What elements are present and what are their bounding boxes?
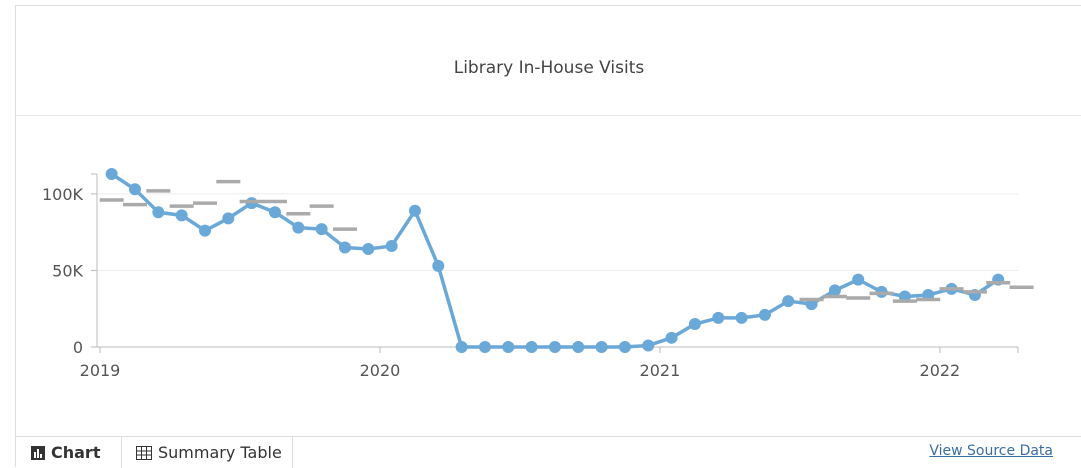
- table-tab[interactable]: Summary Table: [121, 437, 293, 468]
- point: [618, 341, 631, 353]
- point: [548, 341, 561, 353]
- source-link[interactable]: View Source Data: [929, 443, 1053, 459]
- point: [432, 259, 445, 272]
- point: [128, 183, 141, 196]
- chart: 0 50K 100K 2019 2020 2021 2022: [42, 168, 1034, 380]
- point: [455, 341, 468, 353]
- x-tick-label: 2021: [640, 361, 681, 380]
- point: [502, 341, 515, 353]
- chart-title: Library In-House Visits: [453, 58, 645, 78]
- x-tick-label: 2022: [920, 361, 961, 380]
- tab-label: Summary Table: [158, 443, 282, 462]
- y-tick-label: 50K: [52, 261, 83, 280]
- table-icon: [136, 445, 152, 460]
- point: [385, 239, 398, 252]
- point: [828, 284, 841, 297]
- bottom-bar: Chart Summary Table View Source Data: [15, 436, 1081, 468]
- point: [688, 318, 701, 331]
- point: [642, 339, 655, 352]
- y-tick-label: 0: [73, 338, 83, 357]
- x-tick-label: 2020: [360, 361, 401, 380]
- point: [735, 311, 748, 324]
- x-tick-label: 2019: [80, 361, 121, 380]
- y-tick-label: 100K: [42, 185, 84, 204]
- point: [758, 308, 771, 321]
- point: [595, 341, 608, 353]
- point: [198, 224, 211, 237]
- chart-tab[interactable]: Chart: [31, 437, 100, 468]
- point: [152, 206, 165, 219]
- point: [478, 341, 491, 353]
- tab-label: Chart: [51, 443, 101, 462]
- point: [315, 223, 328, 236]
- point: [292, 221, 305, 234]
- point: [338, 241, 351, 254]
- point: [665, 331, 678, 344]
- point: [782, 295, 795, 308]
- point: [175, 209, 188, 222]
- point: [572, 341, 585, 353]
- point: [222, 212, 235, 225]
- point: [712, 311, 725, 324]
- divider: [15, 115, 1081, 116]
- point: [852, 273, 865, 286]
- point: [408, 204, 421, 217]
- chart-icon: [31, 445, 45, 460]
- point: [525, 341, 538, 353]
- point: [105, 168, 118, 180]
- card: Library In-House Visits: [15, 5, 1081, 467]
- point: [362, 243, 375, 256]
- point: [268, 206, 281, 219]
